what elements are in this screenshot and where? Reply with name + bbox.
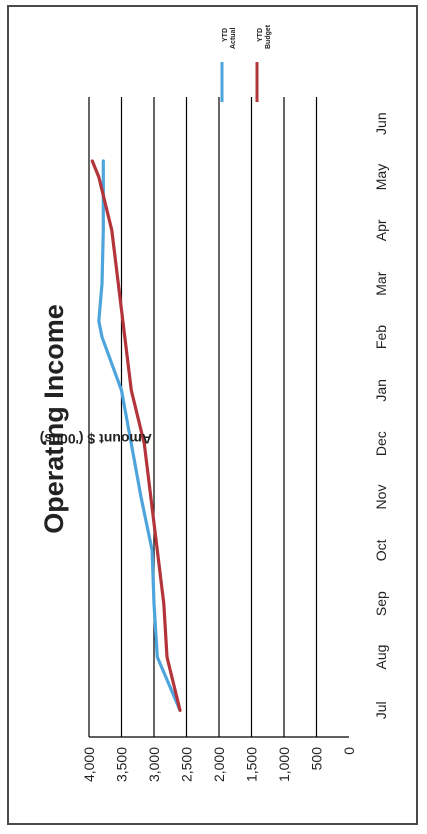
x-tick-label: Oct bbox=[373, 539, 389, 561]
x-tick-label: Mar bbox=[373, 271, 389, 295]
x-tick-label: Jan bbox=[373, 379, 389, 402]
y-tick-label: 500 bbox=[309, 747, 325, 771]
y-axis-title: Amount $ ('000s) bbox=[40, 431, 152, 447]
y-tick-label: 1,000 bbox=[276, 747, 292, 782]
legend-label: YTD bbox=[222, 28, 229, 42]
y-tick-label: 3,000 bbox=[146, 747, 162, 782]
x-tick-label: Jun bbox=[373, 112, 389, 135]
x-tick-label: Nov bbox=[373, 485, 389, 510]
chart-frame: 0 500 1,000 1,500 2,000 2,500 3,000 3,500 4,000 … bbox=[7, 5, 418, 825]
chart-title: Operating Income bbox=[39, 304, 69, 534]
x-tick-label: Jul bbox=[373, 701, 389, 719]
x-tick-label: May bbox=[373, 164, 389, 190]
legend-label: Actual bbox=[230, 28, 237, 49]
x-tick-label: Feb bbox=[373, 325, 389, 349]
y-tick-label: 1,500 bbox=[244, 747, 260, 782]
y-tick-label: 3,500 bbox=[114, 747, 130, 782]
y-tick-label: 4,000 bbox=[81, 747, 97, 782]
x-tick-label: Sep bbox=[373, 591, 389, 616]
x-tick-label: Apr bbox=[373, 219, 389, 241]
legend-label: YTD bbox=[257, 28, 264, 42]
x-tick-label: Dec bbox=[373, 431, 389, 456]
series-line-ytd-actual bbox=[97, 159, 182, 712]
x-tick-label: Aug bbox=[373, 645, 389, 670]
operating-income-chart: 05001,0001,5002,0002,5003,0003,5004,000 … bbox=[39, 24, 389, 782]
y-tick-label: 2,500 bbox=[179, 747, 195, 782]
y-tick-label: 0 bbox=[341, 747, 357, 755]
series-line-ytd-budget bbox=[90, 159, 182, 712]
y-tick-label: 2,000 bbox=[211, 747, 227, 782]
legend-label: Budget bbox=[265, 24, 272, 49]
